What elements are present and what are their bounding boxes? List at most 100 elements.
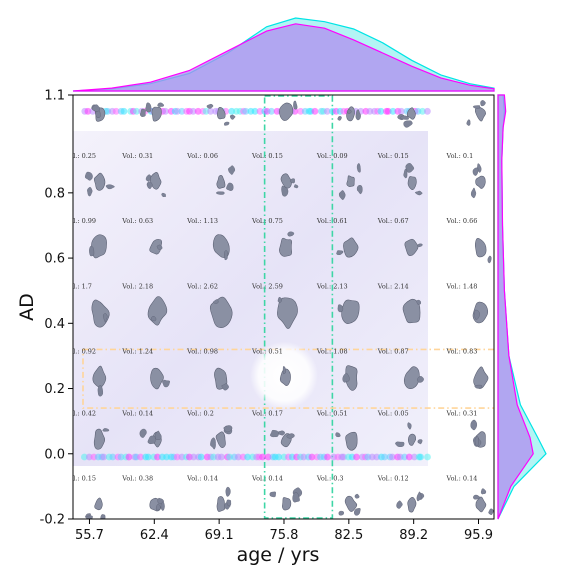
scatter-point-row-1: [259, 453, 267, 461]
brain-shape: [216, 106, 226, 120]
brain-fragment: [488, 508, 494, 516]
volume-label: Vol.: 0.25: [64, 152, 96, 160]
y-axis-ticks: -0.2 0.0 0.2 0.4 0.6 0.8 1.1: [40, 89, 73, 528]
brain-fragment: [162, 379, 170, 388]
volume-label: Vol.: 0.15: [64, 475, 96, 483]
volume-label: Vol.: 1.08: [316, 347, 348, 355]
brain-fragment: [293, 100, 298, 110]
volume-label: Vol.: 0.3: [316, 475, 344, 483]
volume-label: Vol.: 0.1: [446, 152, 474, 160]
brain-shape: [343, 237, 359, 258]
brain-shape: [341, 299, 360, 324]
scatter-point-row-1: [85, 453, 93, 461]
scatter-point-row-0: [207, 107, 215, 115]
y-tick-label: 0.4: [44, 317, 65, 332]
volume-label: Vol.: 0.14: [121, 409, 153, 417]
volume-label: Vol.: 2.13: [316, 282, 348, 290]
x-tick-label: 75.8: [270, 528, 299, 543]
brain-shape: [280, 173, 292, 189]
right-marginal-series-0: [497, 94, 534, 520]
y-tick-label: -0.2: [40, 513, 65, 528]
scatter-point-row-0: [112, 107, 120, 115]
scatter-point-row-0: [424, 107, 431, 115]
brain-fragment: [228, 165, 236, 175]
scatter-point-row-1: [410, 453, 418, 461]
scatter-point-row-0: [256, 107, 264, 115]
volume-label: Vol.: 0.05: [377, 409, 409, 417]
brain-shape: [474, 237, 487, 258]
volume-label: Vol.: 0.98: [186, 347, 218, 355]
brain-shape: [277, 297, 298, 329]
volume-label: Vol.: 1.48: [446, 282, 478, 290]
scatter-point-row-0: [323, 107, 331, 115]
brain-shape: [92, 365, 107, 388]
scatter-point-row-0: [251, 107, 259, 115]
brain-fragment: [224, 250, 228, 261]
scatter-point-row-1: [109, 453, 117, 461]
brain-fragment: [336, 250, 344, 256]
y-tick-label: 0.0: [44, 447, 65, 462]
top-marginal-density: [72, 17, 495, 92]
brain-shape: [150, 367, 164, 390]
plot-background-gradient: [73, 131, 428, 466]
brain-fragment: [480, 100, 486, 107]
brain-fragment: [474, 435, 479, 447]
y-axis-label: AD: [16, 293, 38, 321]
scatter-point-row-1: [125, 453, 133, 461]
brain-shape: [279, 368, 291, 386]
scatter-point-row-0: [120, 107, 128, 115]
brain-fragment: [354, 508, 361, 516]
scatter-point-row-0: [291, 107, 299, 115]
volume-label: Vol.: 0.92: [64, 347, 96, 355]
volume-label: Vol.: 0.83: [446, 347, 478, 355]
volume-label: Vol.: 0.14: [186, 475, 218, 483]
brain-shape: [402, 298, 421, 324]
brain-fragment: [213, 299, 219, 304]
brain-fragment: [147, 435, 156, 445]
brain-shape: [209, 296, 233, 328]
brain-shape: [345, 431, 358, 451]
volume-label: Vol.: 0.75: [251, 217, 283, 225]
volume-label: Vol.: 1.24: [121, 347, 153, 355]
scatter-point-row-0: [384, 107, 392, 115]
brain-shape: [151, 106, 162, 122]
brain-fragment: [160, 501, 165, 511]
y-tick-label: 0.2: [44, 382, 65, 397]
brain-fragment: [145, 174, 151, 182]
y-tick-label: 0.6: [44, 252, 65, 267]
scatter-point-row-1: [154, 453, 161, 461]
scatter-point-row-0: [194, 107, 202, 115]
brain-shape: [475, 175, 486, 189]
volume-label: Vol.: 0.63: [121, 217, 153, 225]
brain-fragment: [157, 102, 164, 107]
brain-fragment: [102, 428, 110, 432]
x-axis-ticks: 55.7 62.4 69.1 75.8 82.5 89.2 95.9: [75, 519, 493, 543]
volume-label: Vol.: 0.09: [316, 152, 348, 160]
scatter-point-row-1: [275, 453, 283, 461]
brain-fragment: [338, 190, 346, 200]
volume-label: Vol.: 0.99: [64, 217, 96, 225]
volume-label: Vol.: 0.31: [121, 152, 153, 160]
brain-fragment: [337, 304, 344, 313]
brain-fragment: [417, 376, 424, 383]
x-axis-label: age / yrs: [237, 544, 320, 566]
scatter-point-row-0: [84, 107, 92, 115]
volume-label: Vol.: 0.06: [186, 152, 218, 160]
volume-label: Vol.: 0.61: [316, 217, 348, 225]
brain-fragment: [355, 109, 361, 121]
scatter-point-row-0: [133, 107, 140, 115]
brain-fragment: [342, 372, 350, 383]
volume-label: Vol.: 0.31: [446, 409, 478, 417]
brain-fragment: [487, 255, 492, 264]
volume-label: Vol.: 0.17: [251, 409, 283, 417]
scatter-point-row-0: [268, 107, 275, 115]
brain-fragment: [224, 121, 230, 126]
scatter-point-row-0: [162, 107, 169, 115]
brain-fragment: [289, 178, 295, 184]
scatter-point-row-0: [377, 107, 385, 115]
brain-shape: [407, 497, 417, 513]
brain-fragment: [403, 120, 413, 128]
brain-shape: [404, 238, 419, 256]
scatter-point-row-0: [242, 107, 250, 115]
